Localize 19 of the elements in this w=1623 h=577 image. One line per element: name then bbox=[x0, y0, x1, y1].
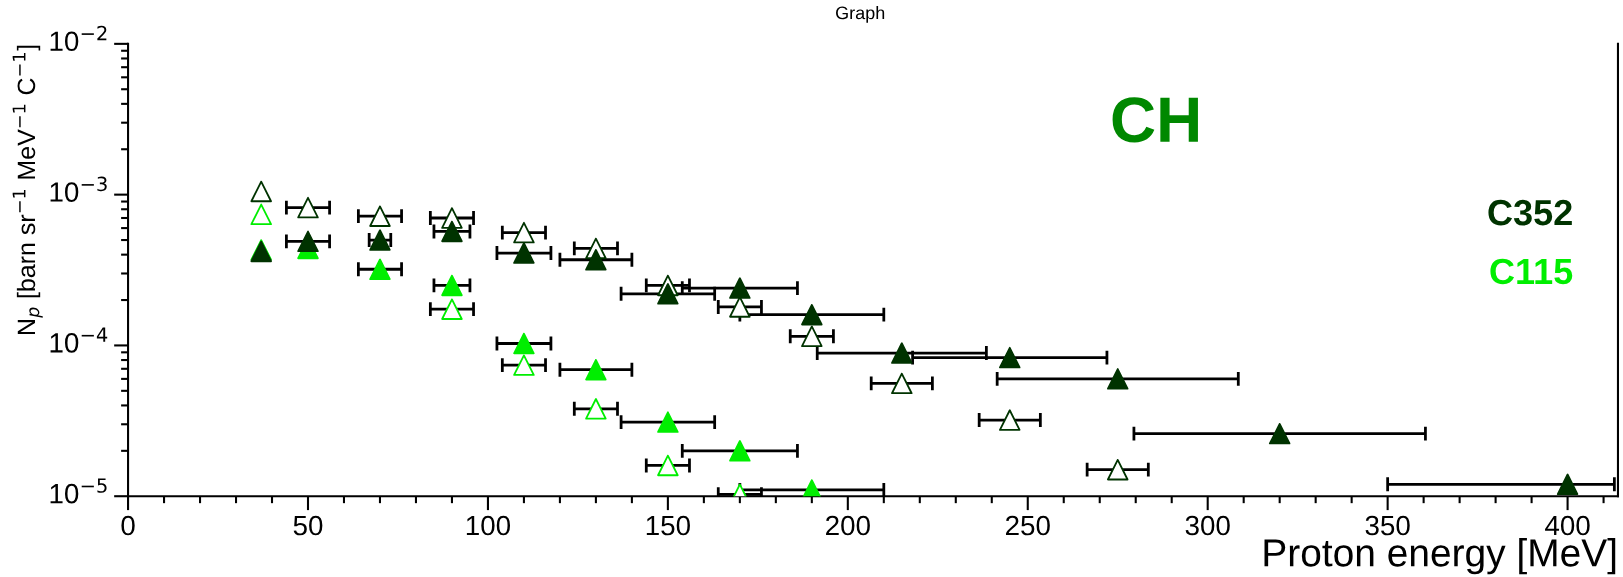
chart-title: Graph bbox=[836, 6, 885, 23]
x-tick-label: 150 bbox=[646, 515, 690, 536]
x-tick-label: 350 bbox=[1365, 515, 1410, 536]
x-tick-label: 50 bbox=[293, 515, 323, 536]
x-tick-label: 0 bbox=[121, 515, 135, 536]
annotation: CH bbox=[1112, 97, 1198, 143]
x-tick-label: 200 bbox=[826, 515, 870, 536]
x-tick-label: 300 bbox=[1185, 515, 1230, 536]
text: N$_{p}$ [barn sr$^{−1}$ MeV$^{−1}$ C$^{−1}$] bbox=[12, 45, 43, 335]
text: C115 bbox=[1490, 258, 1573, 285]
y-tick-label: 10$^{−5}$ bbox=[50, 478, 107, 504]
y-tick-label: 10$^{−4}$ bbox=[50, 327, 108, 353]
y-tick-label: 10$^{−2}$ bbox=[50, 25, 107, 52]
x-axis-title: Proton energy [MeV] bbox=[1264, 538, 1616, 575]
text: C352 bbox=[1488, 199, 1572, 226]
x-tick-label: 100 bbox=[466, 515, 511, 536]
y-tick-label: 10$^{−3}$ bbox=[50, 176, 107, 202]
x-tick-label: 400 bbox=[1545, 515, 1590, 536]
x-tick-label: 250 bbox=[1005, 515, 1050, 536]
